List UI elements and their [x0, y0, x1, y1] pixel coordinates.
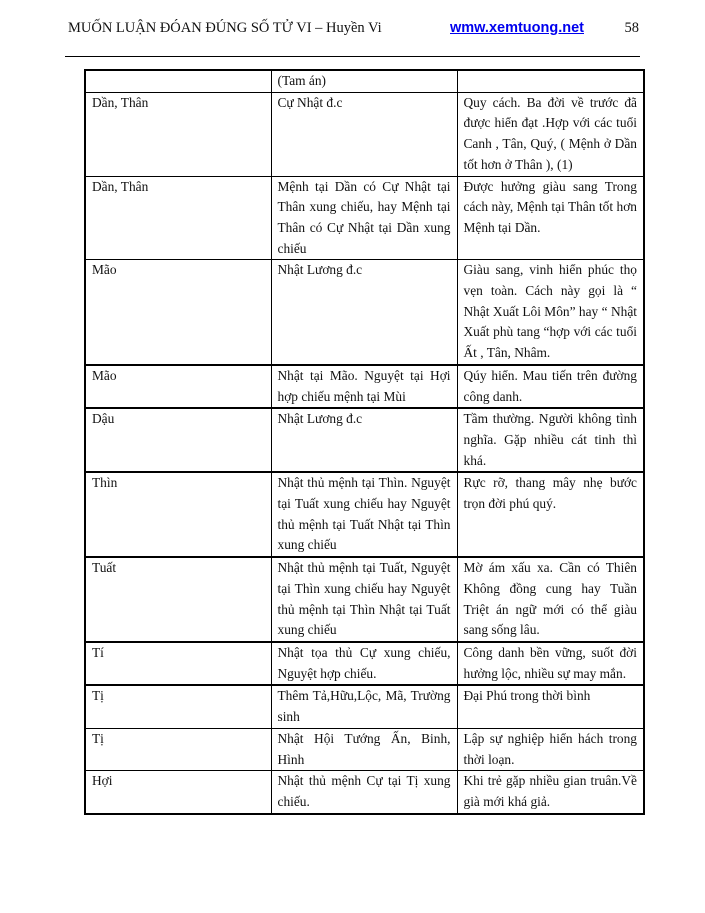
cell-luan: [456, 69, 645, 93]
cell-cach: Thêm Tả,Hữu,Lộc, Mã, Trường sinh: [270, 684, 458, 729]
cell-luan: Giàu sang, vinh hiển phúc thọ vẹn toàn. …: [456, 259, 645, 366]
table-row: Tí Nhật tọa thủ Cự xung chiếu, Nguyệt hợp…: [84, 640, 645, 686]
cell-luan: Khi trẻ gặp nhiều gian truân.Về già mới …: [456, 770, 645, 815]
cell-luan: Quy cách. Ba đời về trước đã được hiển đ…: [456, 91, 645, 177]
cell-cach: Nhật thủ mệnh Cự tại Tị xung chiếu.: [270, 770, 458, 815]
website-link[interactable]: wmw.xemtuong.net: [450, 20, 584, 36]
cell-cung: Dần, Thân: [84, 175, 272, 261]
cell-luan: Công danh bền vững, suốt đời hưởng lộc, …: [456, 640, 645, 686]
table-row: Mão Nhật Lương đ.c Giàu sang, vinh hiển ph…: [84, 259, 645, 366]
cell-cung: [84, 69, 272, 93]
cell-cung: Tị: [84, 727, 272, 772]
header-rule: [65, 56, 640, 57]
cell-luan: Qúy hiển. Mau tiến trên đường công danh.: [456, 363, 645, 409]
cell-luan: Được hưởng giàu sang Trong cách này, Mện…: [456, 175, 645, 261]
cell-cung: Mão: [84, 363, 272, 409]
table-row: Dần, Thân Cự Nhật đ.c Quy cách. Ba đời về …: [84, 91, 645, 177]
table-row: Dậu Nhật Lương đ.c Tầm thường. Người không…: [84, 407, 645, 473]
cell-cach: Nhật Lương đ.c: [270, 407, 458, 473]
cell-luan: Đại Phú trong thời bình: [456, 684, 645, 729]
cell-luan: Mờ ám xấu xa. Cần có Thiên Không đồng cu…: [456, 556, 645, 643]
table-row: Mão Nhật tại Mão. Nguyệt tại Hợi hợp chiế…: [84, 363, 645, 409]
cell-cung: Dần, Thân: [84, 91, 272, 177]
cell-cung: Dậu: [84, 407, 272, 473]
cell-cach: Nhật tại Mão. Nguyệt tại Hợi hợp chiếu m…: [270, 363, 458, 409]
cell-cung: Mão: [84, 259, 272, 366]
cell-cung: Thìn: [84, 471, 272, 558]
cell-cung: Tuất: [84, 556, 272, 643]
table-row: Tuất Nhật thủ mệnh tại Tuất, Nguyệt tại T…: [84, 556, 645, 643]
cell-cung: Tị: [84, 684, 272, 729]
table-row: (Tam án): [84, 69, 645, 93]
cell-cach: Nhật Hội Tướng Ấn, Binh, Hình: [270, 727, 458, 772]
cell-cach: Cự Nhật đ.c: [270, 91, 458, 177]
table-row: Hợi Nhật thủ mệnh Cự tại Tị xung chiếu. K…: [84, 770, 645, 815]
cell-luan: Rực rỡ, thang mây nhẹ bước trọn đời phú …: [456, 471, 645, 558]
cell-cach: Nhật thủ mệnh tại Thìn. Nguyệt tại Tuất …: [270, 471, 458, 558]
cell-cung: Tí: [84, 640, 272, 686]
table-row: Dần, Thân Mệnh tại Dần có Cự Nhật tại Thâ…: [84, 175, 645, 261]
cell-cach: Nhật Lương đ.c: [270, 259, 458, 366]
cell-luan: Lập sự nghiệp hiển hách trong thời loạn.: [456, 727, 645, 772]
cell-cach: Mệnh tại Dần có Cự Nhật tại Thân xung ch…: [270, 175, 458, 261]
table-row: Tị Nhật Hội Tướng Ấn, Binh, Hình Lập sự ng…: [84, 727, 645, 772]
cell-cach: Nhật thủ mệnh tại Tuất, Nguyệt tại Thìn …: [270, 556, 458, 643]
cell-luan: Tầm thường. Người không tình nghĩa. Gặp …: [456, 407, 645, 473]
cell-cung: Hợi: [84, 770, 272, 815]
page-number: 58: [624, 20, 640, 36]
table-row: Thìn Nhật thủ mệnh tại Thìn. Nguyệt tại T…: [84, 471, 645, 558]
cell-cach: (Tam án): [270, 69, 458, 93]
page-header: MUỐN LUẬN ĐÓAN ĐÚNG SỐ TỬ VI – Huyền Vi …: [68, 20, 639, 42]
book-title: MUỐN LUẬN ĐÓAN ĐÚNG SỐ TỬ VI – Huyền Vi: [68, 20, 382, 36]
table-row: Tị Thêm Tả,Hữu,Lộc, Mã, Trường sinh Đại Ph…: [84, 684, 645, 729]
content-table: (Tam án) Dần, Thân Cự Nhật đ.c Quy cách. Ba…: [84, 69, 645, 815]
cell-cach: Nhật tọa thủ Cự xung chiếu, Nguyệt hợp c…: [270, 640, 458, 686]
